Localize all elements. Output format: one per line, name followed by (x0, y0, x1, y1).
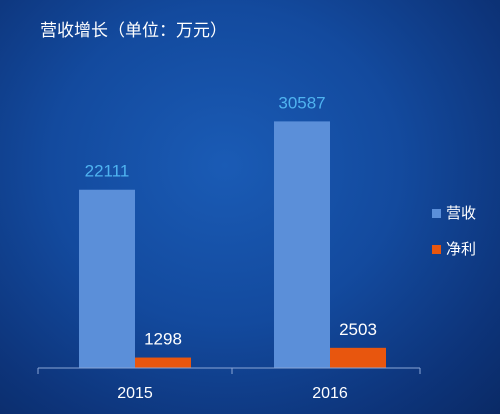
x-tick-label-2015: 2015 (117, 385, 153, 402)
x-tick-label-2016: 2016 (312, 385, 348, 402)
bar-净利-2016 (330, 347, 386, 368)
legend-swatch-营收 (432, 209, 441, 218)
legend-label-营收: 营收 (446, 204, 476, 222)
legend-label-净利: 净利 (446, 240, 476, 258)
legend-swatch-净利 (432, 245, 441, 254)
chart-title: 营收增长（单位：万元） (40, 21, 227, 41)
data-label-营收-2015: 22111 (85, 162, 130, 181)
bars-group (79, 121, 386, 369)
bar-营收-2015 (79, 189, 135, 368)
bar-营收-2016 (274, 121, 330, 369)
bar-净利-2015 (135, 357, 191, 368)
data-label-净利-2015: 1298 (144, 330, 182, 349)
data-label-净利-2016: 2503 (339, 320, 377, 339)
data-label-营收-2016: 30587 (278, 93, 325, 112)
data-labels-group: 22111 1298 30587 2503 (85, 93, 377, 348)
x-axis-ticks: 2015 2016 (37, 368, 421, 402)
